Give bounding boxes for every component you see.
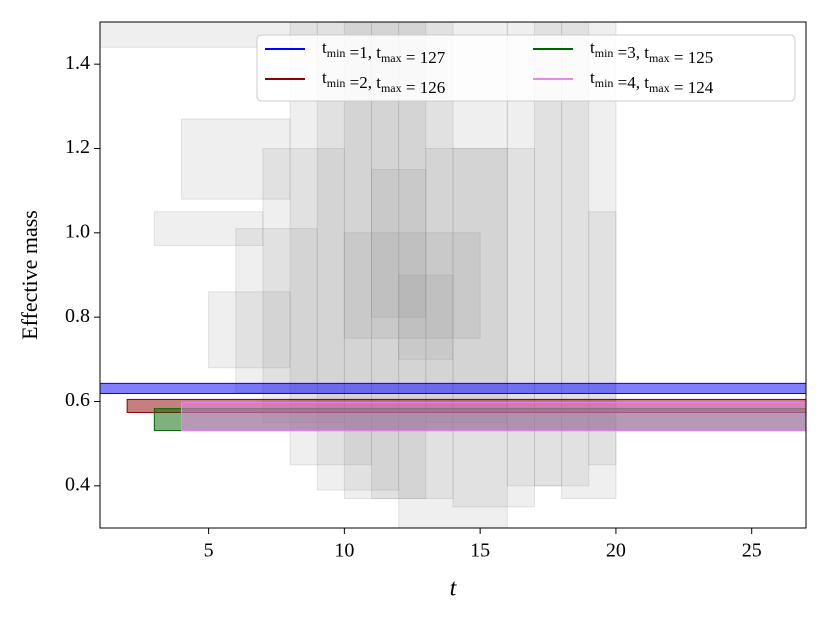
y-tick-label: 1.4 [65, 52, 90, 74]
error-box [398, 22, 508, 528]
error-box [235, 228, 318, 394]
x-axis-label: t [450, 576, 458, 602]
error-box [153, 211, 264, 246]
error-box [371, 169, 427, 318]
fit-band [180, 401, 806, 432]
legend-label: tmin =3, tmax = 125 [590, 38, 713, 67]
y-tick-label: 1.0 [65, 220, 90, 242]
y-axis-label: Effective mass [17, 210, 42, 340]
x-tick-label: 25 [742, 540, 762, 562]
axes-frame [99, 21, 807, 529]
error-box [208, 291, 291, 369]
error-box [262, 148, 345, 424]
x-tick-label: 15 [470, 540, 490, 562]
x-tick-label: 10 [334, 540, 354, 562]
y-tick-label: 0.4 [65, 473, 90, 495]
legend-label: tmin =1, tmax = 127 [322, 38, 446, 67]
y-tick-label: 0.8 [65, 305, 90, 327]
x-tick-label: 20 [606, 540, 626, 562]
error-box [425, 148, 508, 424]
y-tick-label: 0.6 [65, 389, 90, 411]
legend-label: tmin =4, tmax = 124 [590, 68, 714, 97]
fit-band [100, 382, 806, 394]
error-box [180, 118, 291, 200]
x-tick-label: 5 [204, 540, 214, 562]
error-box [452, 148, 535, 508]
error-box [343, 232, 481, 339]
y-tick-label: 1.2 [65, 136, 90, 158]
legend-label: tmin =2, tmax = 126 [322, 68, 445, 97]
error-box [398, 274, 454, 360]
legend-box [256, 34, 796, 102]
